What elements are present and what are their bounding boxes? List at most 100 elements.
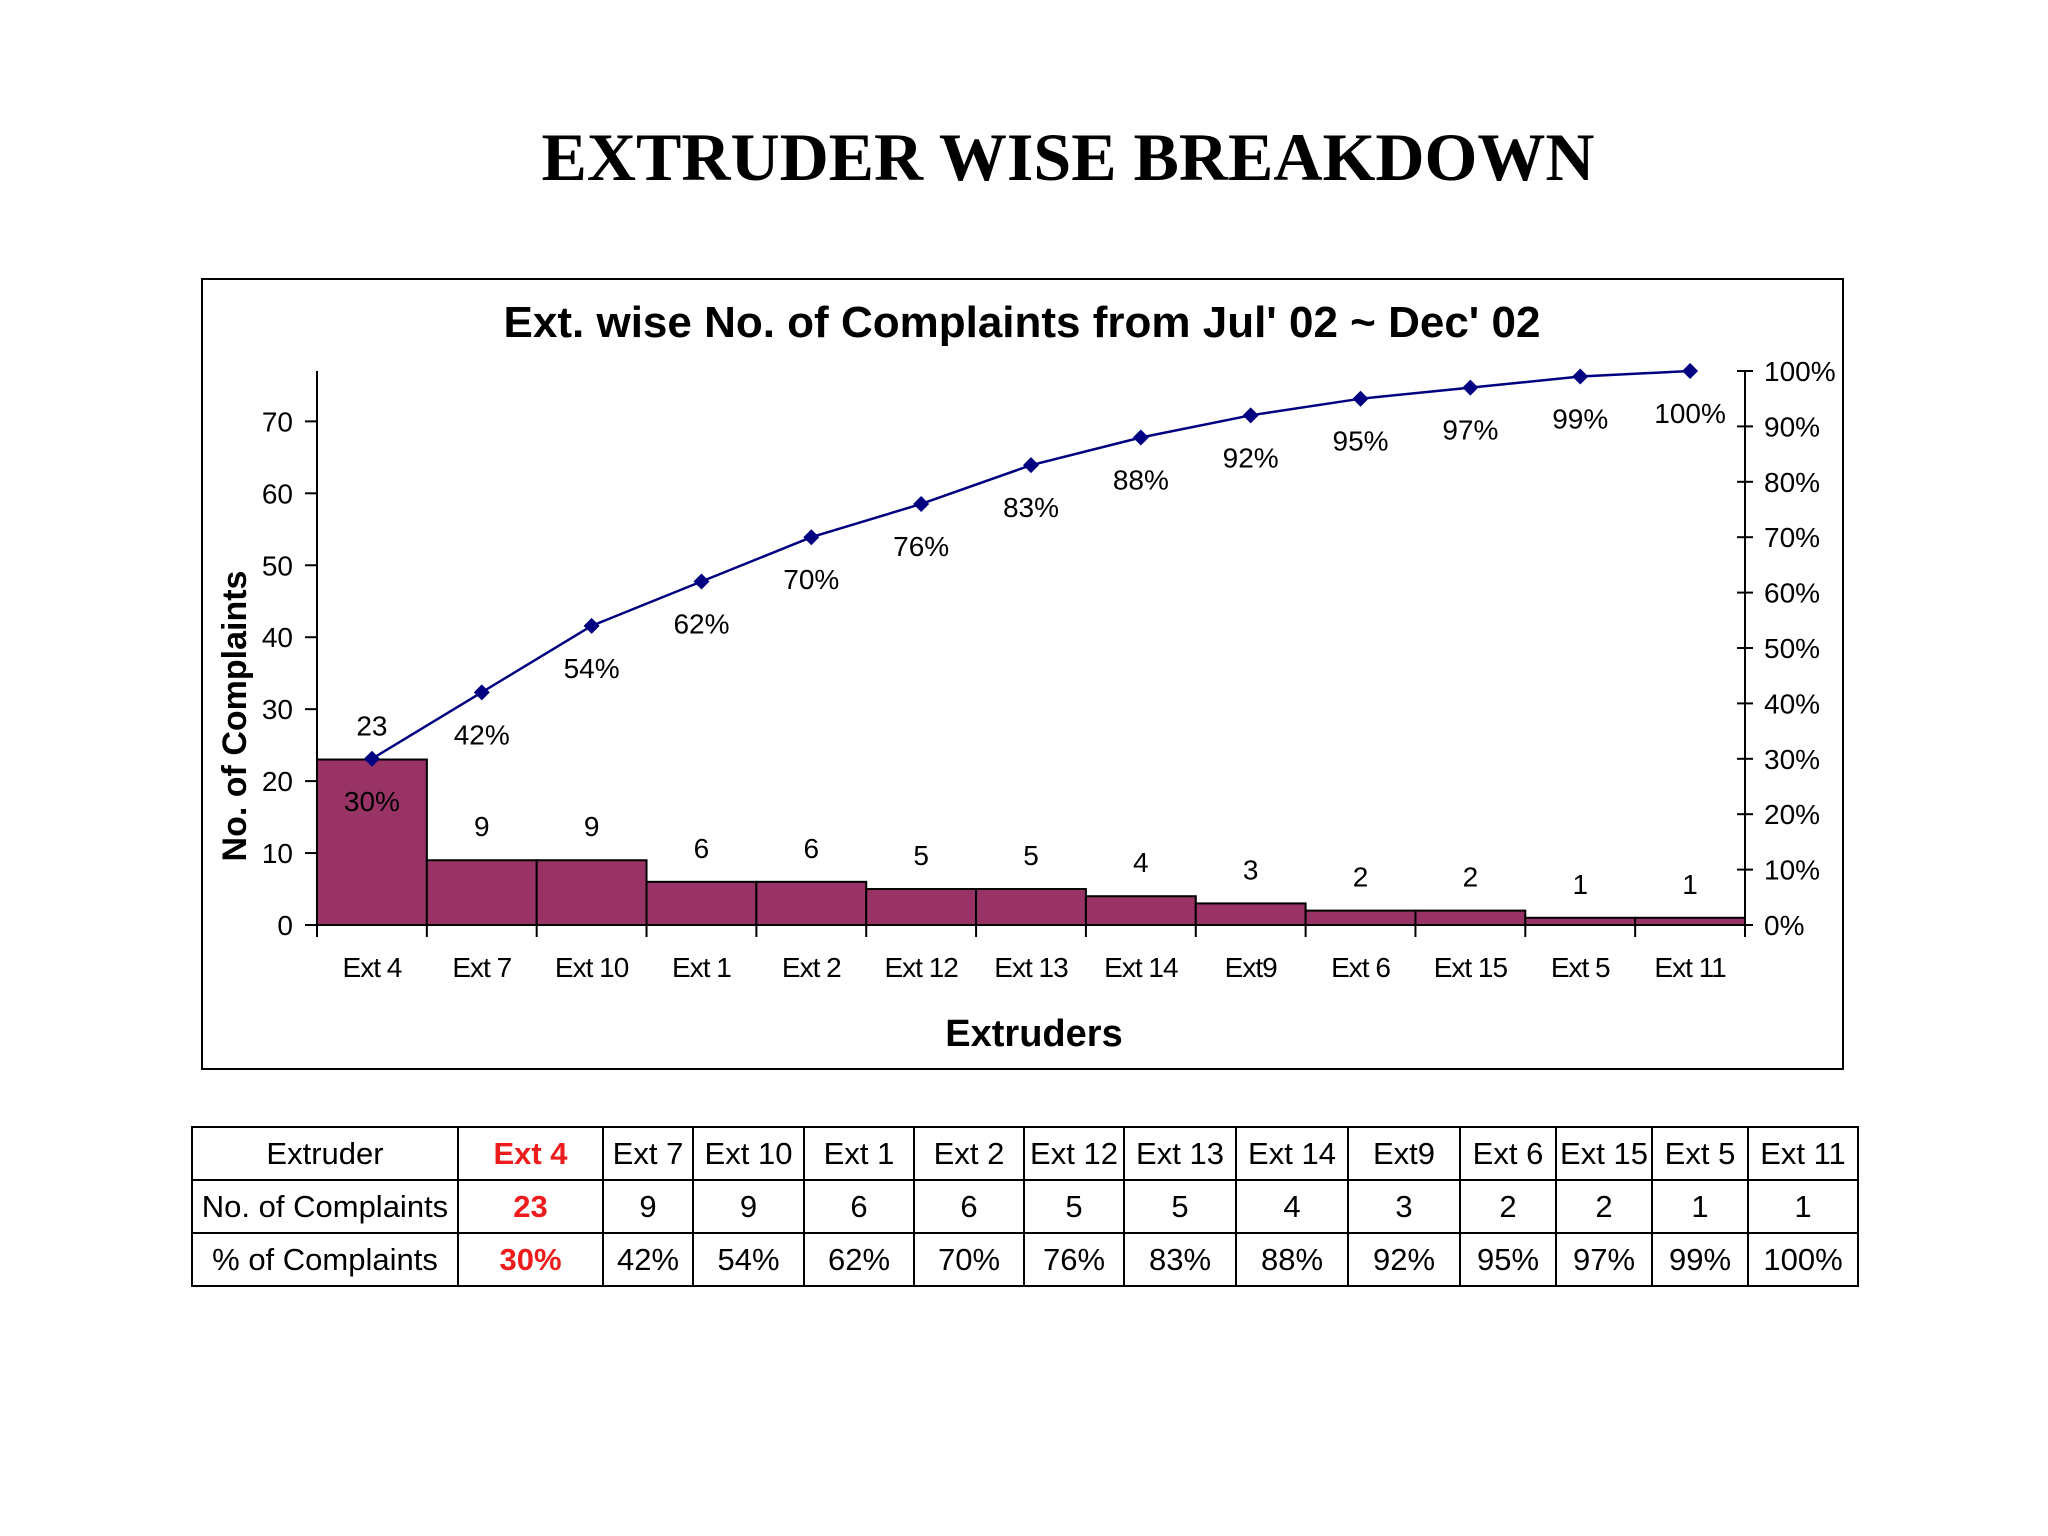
chart-title: Ext. wise No. of Complaints from Jul' 02… xyxy=(504,298,1541,347)
x-tick-label: Ext 6 xyxy=(1331,952,1390,983)
table-cell: Ext 2 xyxy=(913,1126,1025,1181)
line-value-label: 70% xyxy=(783,564,839,595)
line-value-label: 99% xyxy=(1552,404,1608,435)
table-cell: 76% xyxy=(1023,1232,1125,1287)
table-cell: 95% xyxy=(1459,1232,1557,1287)
table-cell: 5 xyxy=(1023,1179,1125,1234)
line-value-label: 30% xyxy=(344,786,400,817)
line-marker xyxy=(1352,390,1369,407)
table-cell: Ext 4 xyxy=(457,1126,604,1181)
y2-tick-label: 90% xyxy=(1764,411,1820,442)
bar-value-label: 1 xyxy=(1682,869,1698,900)
bar-value-label: 5 xyxy=(1023,840,1039,871)
table-cell: 62% xyxy=(803,1232,915,1287)
line-marker xyxy=(1682,363,1699,379)
bar-value-label: 9 xyxy=(474,811,490,842)
bar xyxy=(1194,902,1307,927)
table-cell: Ext 12 xyxy=(1023,1126,1125,1181)
line-marker xyxy=(913,495,930,512)
y2-tick-label: 100% xyxy=(1764,356,1836,387)
y-tick-label: 40 xyxy=(262,622,293,653)
bar xyxy=(645,880,758,927)
data-table: Extruder Ext 4 Ext 7 Ext 10 Ext 1 Ext 2 Ext 12… xyxy=(191,1126,1859,1287)
table-cell: 4 xyxy=(1235,1179,1349,1234)
table-cell: 2 xyxy=(1459,1179,1557,1234)
table-cell: 1 xyxy=(1747,1179,1859,1234)
line-value-label: 42% xyxy=(454,719,510,750)
y-tick-label: 60 xyxy=(262,478,293,509)
bar xyxy=(1304,909,1417,927)
table-cell: 88% xyxy=(1235,1232,1349,1287)
line-marker xyxy=(803,529,820,546)
y-tick-label: 20 xyxy=(262,766,293,797)
chart-frame xyxy=(201,278,1844,1070)
bar-value-label: 6 xyxy=(694,833,710,864)
line-value-label: 62% xyxy=(673,609,729,640)
y2-tick-label: 10% xyxy=(1764,855,1820,886)
table-cell: Ext 7 xyxy=(602,1126,694,1181)
table-cell: 54% xyxy=(692,1232,805,1287)
x-tick-label: Ext 13 xyxy=(994,952,1068,983)
line-marker xyxy=(1023,457,1039,474)
bar xyxy=(1084,895,1197,926)
line-value-label: 54% xyxy=(564,653,620,684)
table-cell: 6 xyxy=(803,1179,915,1234)
y-tick-label: 0 xyxy=(277,910,293,941)
table-cell: 2 xyxy=(1555,1179,1653,1234)
bar xyxy=(1524,916,1637,926)
y-tick-label: 70 xyxy=(262,406,293,437)
bar xyxy=(975,888,1087,927)
table-cell: Ext 1 xyxy=(803,1126,915,1181)
line-value-label: 92% xyxy=(1223,442,1279,473)
table-cell: 6 xyxy=(913,1179,1025,1234)
y2-tick-label: 80% xyxy=(1764,467,1820,498)
table-cell: 97% xyxy=(1555,1232,1653,1287)
line-value-label: 95% xyxy=(1333,426,1389,457)
bar-value-label: 1 xyxy=(1572,869,1588,900)
y2-tick-label: 50% xyxy=(1764,633,1820,664)
bar xyxy=(316,758,428,926)
row-header: Extruder xyxy=(191,1126,459,1181)
x-tick-label: Ext 11 xyxy=(1654,952,1726,983)
line-marker xyxy=(1572,368,1589,385)
y-tick-label: 10 xyxy=(262,838,293,869)
x-tick-label: Ext 1 xyxy=(672,952,731,983)
x-tick-label: Ext 15 xyxy=(1434,952,1508,983)
line-marker xyxy=(1242,407,1259,424)
bar-value-label: 5 xyxy=(913,840,929,871)
extruder-row: Extruder Ext 4 Ext 7 Ext 10 Ext 1 Ext 2 Ext 12… xyxy=(191,1126,1859,1181)
line-value-label: 83% xyxy=(1003,492,1059,523)
slide-title: EXTRUDER WISE BREAKDOWN xyxy=(541,119,1595,195)
x-axis-label: Extruders xyxy=(945,1013,1122,1055)
y-axis-label: No. of Complaints xyxy=(216,571,254,862)
y2-tick-label: 60% xyxy=(1764,578,1820,609)
line-value-label: 97% xyxy=(1442,415,1498,446)
complaints-row: No. of Complaints 23 9 9 6 6 5 5 4 3 2 2 1 1 xyxy=(191,1179,1859,1234)
bar-value-label: 2 xyxy=(1463,862,1479,893)
bar-value-label: 6 xyxy=(804,833,820,864)
table-cell: 1 xyxy=(1651,1179,1749,1234)
bar xyxy=(425,859,538,927)
line-marker xyxy=(583,617,600,634)
table-cell: Ext 5 xyxy=(1651,1126,1749,1181)
table-cell: 100% xyxy=(1747,1232,1859,1287)
table-cell: 42% xyxy=(602,1232,694,1287)
table-cell: Ext 14 xyxy=(1235,1126,1349,1181)
x-tick-label: Ext 12 xyxy=(884,952,958,983)
table-cell: 99% xyxy=(1651,1232,1749,1287)
bar xyxy=(1414,909,1527,927)
table-cell: 5 xyxy=(1123,1179,1237,1234)
bar-value-label: 4 xyxy=(1133,847,1149,878)
row-header: No. of Complaints xyxy=(191,1179,459,1234)
x-tick-label: Ext 2 xyxy=(782,952,841,983)
bar xyxy=(1634,916,1746,926)
y2-tick-label: 40% xyxy=(1764,688,1820,719)
line-marker xyxy=(693,573,710,590)
table-cell: Ext 6 xyxy=(1459,1126,1557,1181)
y-tick-label: 50 xyxy=(262,550,293,581)
table-cell: Ext 13 xyxy=(1123,1126,1237,1181)
percent-row: % of Complaints 30% 42% 54% 62% 70% 76% 83% 88% 9… xyxy=(191,1232,1859,1287)
line-marker xyxy=(1132,429,1149,446)
table-cell: 9 xyxy=(602,1179,694,1234)
